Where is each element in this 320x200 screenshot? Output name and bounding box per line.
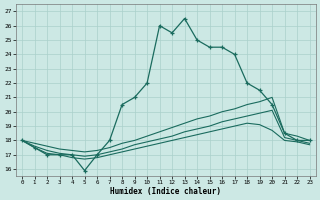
X-axis label: Humidex (Indice chaleur): Humidex (Indice chaleur) xyxy=(110,187,221,196)
